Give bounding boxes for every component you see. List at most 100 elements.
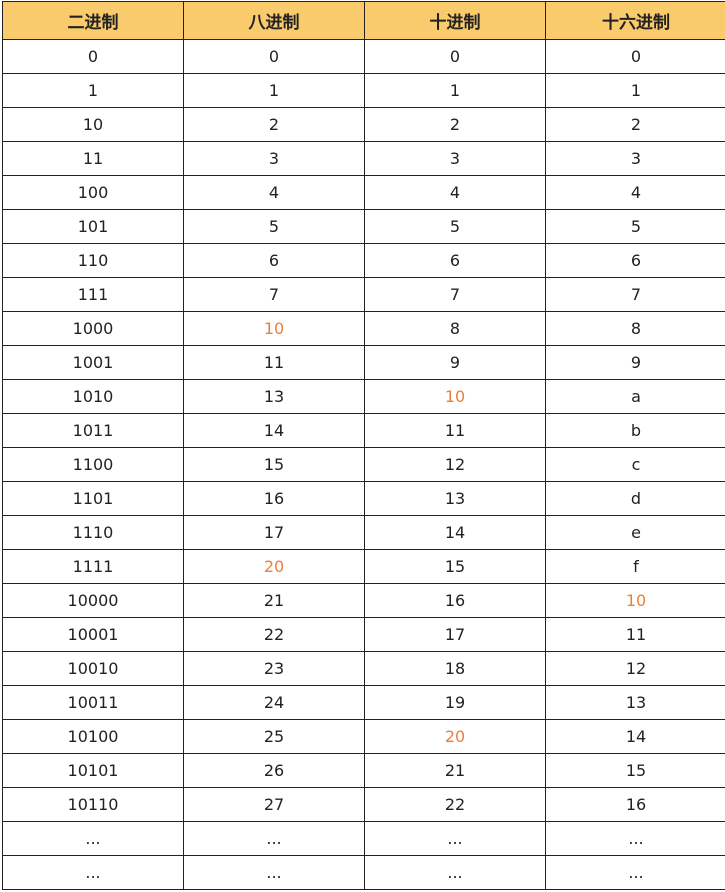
table-cell: 26 [184,754,365,788]
header-cell: 十六进制 [546,2,725,40]
table-cell: 19 [365,686,546,720]
table-cell: ... [184,856,365,890]
table-cell: 7 [365,278,546,312]
table-head: 二进制八进制十进制十六进制 [3,2,725,40]
table-cell: a [546,380,725,414]
table-cell: 7 [184,278,365,312]
table-cell: 1 [184,74,365,108]
table-cell: 4 [365,176,546,210]
table-cell: ... [3,856,184,890]
table-cell: 10 [365,380,546,414]
table-cell: 6 [546,244,725,278]
table-cell: 13 [365,482,546,516]
table-cell: 16 [184,482,365,516]
table-cell: 10 [184,312,365,346]
table-cell: 7 [546,278,725,312]
table-cell: 3 [546,142,725,176]
table-cell: 4 [546,176,725,210]
table-cell: 14 [365,516,546,550]
table-cell: 1 [365,74,546,108]
table-cell: 22 [365,788,546,822]
table-cell: 6 [184,244,365,278]
table-cell: 14 [546,720,725,754]
table-cell: 13 [184,380,365,414]
table-cell: 24 [184,686,365,720]
table-cell: c [546,448,725,482]
table-cell: 15 [184,448,365,482]
table-cell: 10 [546,584,725,618]
table-cell: ... [3,822,184,856]
table-cell: 0 [184,40,365,74]
table-cell: 0 [546,40,725,74]
table-cell: 4 [184,176,365,210]
table-cell: 10010 [3,652,184,686]
table-cell: 20 [365,720,546,754]
table-cell: 27 [184,788,365,822]
table-cell: 110 [3,244,184,278]
table-cell: 18 [365,652,546,686]
table-cell: 17 [365,618,546,652]
table-cell: 25 [184,720,365,754]
table-cell: 9 [546,346,725,380]
table-cell: ... [365,856,546,890]
table-cell: 0 [3,40,184,74]
table-cell: 16 [546,788,725,822]
table-cell: 5 [365,210,546,244]
table-cell: 16 [365,584,546,618]
table-cell: 111 [3,278,184,312]
table-cell: 22 [184,618,365,652]
table-cell: 6 [365,244,546,278]
table-cell: d [546,482,725,516]
table-cell: 1000 [3,312,184,346]
table-cell: 14 [184,414,365,448]
table-row: ............ [3,822,725,856]
table-cell: 10110 [3,788,184,822]
table-cell: 1001 [3,346,184,380]
header-cell: 二进制 [3,2,184,40]
table-cell: ... [184,822,365,856]
header-cell: 八进制 [184,2,365,40]
table-cell: 5 [184,210,365,244]
table-cell: 2 [365,108,546,142]
table-cell: 15 [365,550,546,584]
table-cell: 1010 [3,380,184,414]
table-cell: 9 [365,346,546,380]
table-cell: 12 [365,448,546,482]
table-cell: 8 [546,312,725,346]
table-cell: 1 [3,74,184,108]
table-cell: 17 [184,516,365,550]
table-cell: 23 [184,652,365,686]
table-cell: 11 [365,414,546,448]
table-cell: ... [546,856,725,890]
table-cell: 21 [365,754,546,788]
table-cell: f [546,550,725,584]
table-cell: 1011 [3,414,184,448]
table-cell: 20 [184,550,365,584]
table-cell: 1110 [3,516,184,550]
table-cell: 2 [546,108,725,142]
table-cell: 2 [184,108,365,142]
table-cell: 10001 [3,618,184,652]
table-cell: 11 [546,618,725,652]
table-cell: 15 [546,754,725,788]
header-row: 二进制八进制十进制十六进制 [3,2,725,40]
table-cell: 10101 [3,754,184,788]
table-cell: 10011 [3,686,184,720]
